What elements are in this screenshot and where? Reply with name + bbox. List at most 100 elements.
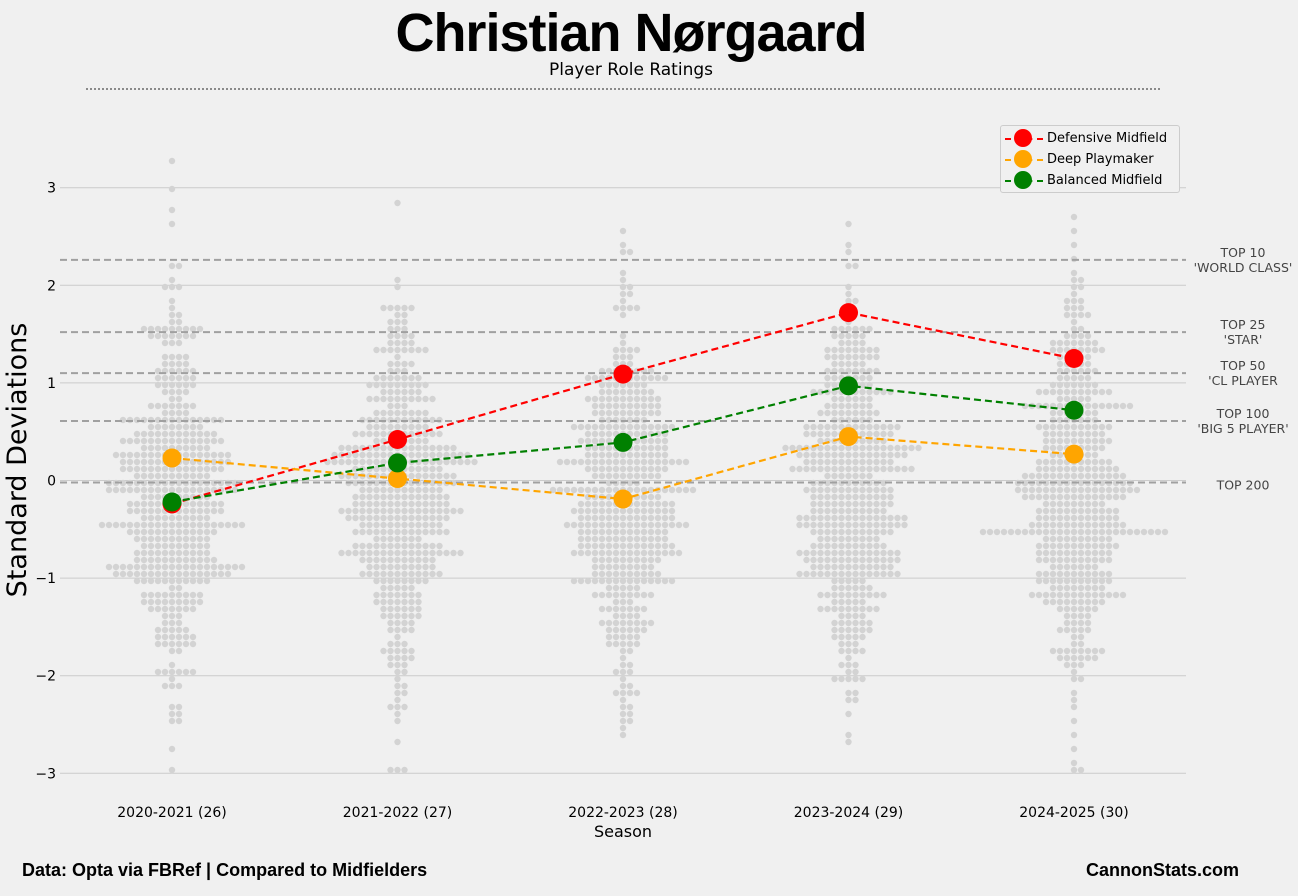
swarm-point: [640, 514, 648, 522]
swarm-point: [168, 668, 176, 676]
swarm-point: [852, 458, 859, 466]
swarm-point: [210, 430, 218, 438]
swarm-point: [196, 500, 204, 508]
swarm-point: [175, 388, 183, 396]
swarm-point: [338, 507, 345, 515]
swarm-point: [824, 549, 831, 557]
swarm-point: [584, 374, 592, 382]
swarm-point: [394, 493, 401, 501]
swarm-point: [831, 507, 838, 515]
swarm-point: [605, 591, 613, 599]
swarm-point: [408, 598, 415, 606]
swarm-point: [387, 647, 394, 655]
swarm-point: [605, 633, 613, 641]
swarm-point: [182, 556, 190, 564]
swarm-point: [626, 248, 634, 256]
swarm-point: [175, 353, 183, 361]
swarm-point: [401, 521, 408, 529]
swarm-point: [196, 451, 204, 459]
swarm-point: [824, 542, 831, 550]
swarm-point: [168, 745, 176, 753]
swarm-point: [1084, 339, 1092, 347]
swarm-point: [380, 500, 387, 508]
swarm-point: [203, 528, 211, 536]
swarm-point: [838, 584, 845, 592]
swarm-point: [394, 703, 401, 711]
swarm-point: [189, 598, 197, 606]
swarm-point: [387, 304, 394, 312]
swarm-point: [640, 528, 648, 536]
swarm-point: [168, 521, 176, 529]
swarm-point: [633, 514, 641, 522]
swarm-point: [817, 528, 824, 536]
swarm-point: [112, 451, 120, 459]
swarm-point: [852, 675, 859, 683]
swarm-point: [647, 486, 655, 494]
swarm-point: [1077, 381, 1085, 389]
swarm-point: [394, 346, 401, 354]
swarm-point: [422, 346, 429, 354]
swarm-point: [161, 388, 169, 396]
swarm-point: [154, 549, 162, 557]
swarm-point: [626, 563, 634, 571]
swarm-point: [866, 409, 873, 417]
swarm-point: [168, 598, 176, 606]
swarm-point: [810, 465, 817, 473]
swarm-point: [866, 591, 873, 599]
swarm-point: [1077, 766, 1085, 774]
swarm-point: [619, 423, 627, 431]
swarm-point: [401, 388, 408, 396]
swarm-point: [380, 556, 387, 564]
swarm-point: [563, 521, 571, 529]
swarm-point: [394, 374, 401, 382]
swarm-point: [394, 675, 401, 683]
swarm-point: [584, 514, 592, 522]
swarm-point: [633, 626, 641, 634]
swarm-point: [880, 556, 887, 564]
swarm-point: [612, 381, 620, 389]
swarm-point: [605, 409, 613, 417]
swarm-point: [831, 605, 838, 613]
swarm-point: [1063, 577, 1071, 585]
swarm-point: [147, 577, 155, 585]
swarm-point: [866, 486, 873, 494]
swarm-point: [640, 563, 648, 571]
swarm-point: [817, 542, 824, 550]
swarm-point: [182, 409, 190, 417]
swarm-point: [436, 493, 443, 501]
swarm-point: [1042, 472, 1050, 480]
swarm-point: [612, 577, 620, 585]
swarm-point: [838, 605, 845, 613]
swarm-point: [182, 598, 190, 606]
swarm-point: [154, 451, 162, 459]
swarm-point: [859, 360, 866, 368]
swarm-point: [1084, 584, 1092, 592]
swarm-point: [908, 465, 915, 473]
swarm-point: [633, 472, 641, 480]
swarm-point: [1028, 521, 1036, 529]
swarm-point: [577, 528, 585, 536]
swarm-point: [203, 472, 211, 480]
swarm-point: [1084, 507, 1092, 515]
swarm-point: [373, 346, 380, 354]
swarm-point: [182, 374, 190, 382]
swarm-point: [654, 472, 662, 480]
swarm-point: [182, 353, 190, 361]
swarm-point: [154, 465, 162, 473]
swarm-point: [352, 430, 359, 438]
swarm-point: [598, 409, 606, 417]
swarm-point: [803, 465, 810, 473]
swarm-point: [661, 542, 669, 550]
swarm-point: [887, 493, 894, 501]
swarm-point: [810, 430, 817, 438]
swarm-point: [668, 521, 676, 529]
swarm-point: [189, 472, 197, 480]
swarm-point: [394, 696, 401, 704]
swarm-point: [175, 542, 183, 550]
swarm-point: [133, 521, 141, 529]
swarm-point: [845, 738, 852, 746]
swarm-point: [1007, 528, 1015, 536]
swarm-point: [873, 458, 880, 466]
swarm-point: [401, 346, 408, 354]
swarm-point: [147, 486, 155, 494]
